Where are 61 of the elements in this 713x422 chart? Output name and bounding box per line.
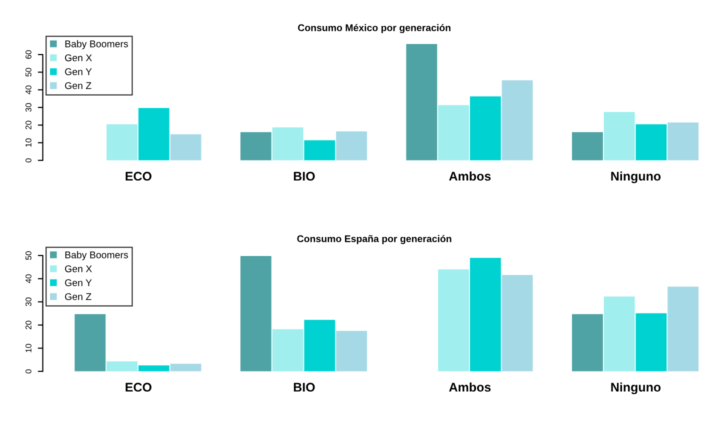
x-tick-label: Ambos — [449, 171, 491, 181]
bar — [336, 131, 367, 160]
x-tick-label: BIO — [294, 172, 315, 181]
y-tick-label: 30 — [26, 298, 32, 306]
bar — [170, 134, 202, 160]
bar — [406, 44, 438, 160]
bar — [668, 122, 699, 160]
chart-title: Consumo España por generación — [297, 234, 452, 244]
bar — [240, 132, 272, 160]
y-tick-label: 40 — [26, 86, 32, 94]
y-tick-label: 0 — [26, 158, 32, 162]
bar — [636, 313, 667, 372]
legend-label: Baby Boomers — [65, 40, 128, 50]
bar — [336, 330, 367, 372]
bar — [138, 108, 170, 160]
legend-label: Baby Boomers — [65, 251, 128, 260]
chart-title: Consumo México por generación — [298, 24, 450, 34]
y-tick-label: 20 — [26, 120, 32, 130]
bar — [272, 127, 304, 160]
x-tick-label: Ninguno — [611, 171, 661, 184]
bar — [304, 140, 336, 160]
bar — [604, 112, 635, 160]
bar — [138, 365, 170, 372]
legend-label: Gen Z — [65, 293, 92, 300]
bar — [74, 314, 106, 372]
x-tick-label: Ninguno — [611, 382, 661, 394]
bar — [572, 314, 603, 372]
y-tick-label: 60 — [26, 50, 32, 59]
y-tick-label: 50 — [26, 251, 32, 260]
bar — [502, 80, 533, 160]
bar — [502, 274, 533, 372]
y-tick-label: 10 — [26, 344, 32, 352]
bar — [604, 296, 635, 372]
x-tick-label: BIO — [294, 382, 315, 392]
x-tick-label: ECO — [126, 382, 152, 392]
bar — [106, 361, 138, 372]
bar — [572, 132, 603, 160]
y-tick-label: 30 — [26, 103, 32, 112]
legend-label: Gen Y — [65, 279, 92, 286]
x-tick-label: Ambos — [449, 382, 491, 392]
y-tick-label: 10 — [26, 138, 32, 147]
bar — [438, 105, 470, 160]
y-tick-label: 40 — [26, 274, 32, 284]
bar — [106, 124, 138, 160]
legend-label: Gen X — [65, 54, 92, 62]
bar — [470, 258, 501, 372]
bar — [304, 320, 336, 372]
x-tick-label: ECO — [126, 172, 152, 181]
y-tick-label: 50 — [26, 68, 32, 76]
legend-label: Gen X — [65, 265, 92, 272]
bar — [668, 286, 699, 372]
bar — [170, 364, 202, 372]
bar — [272, 329, 304, 372]
y-tick-label: 20 — [26, 320, 32, 330]
legend-label: Gen Z — [65, 82, 92, 90]
y-tick-label: 0 — [26, 369, 32, 374]
bar — [470, 96, 501, 160]
bar — [240, 256, 272, 372]
bar — [636, 124, 667, 160]
legend-label: Gen Y — [65, 68, 92, 76]
bar — [438, 269, 470, 372]
